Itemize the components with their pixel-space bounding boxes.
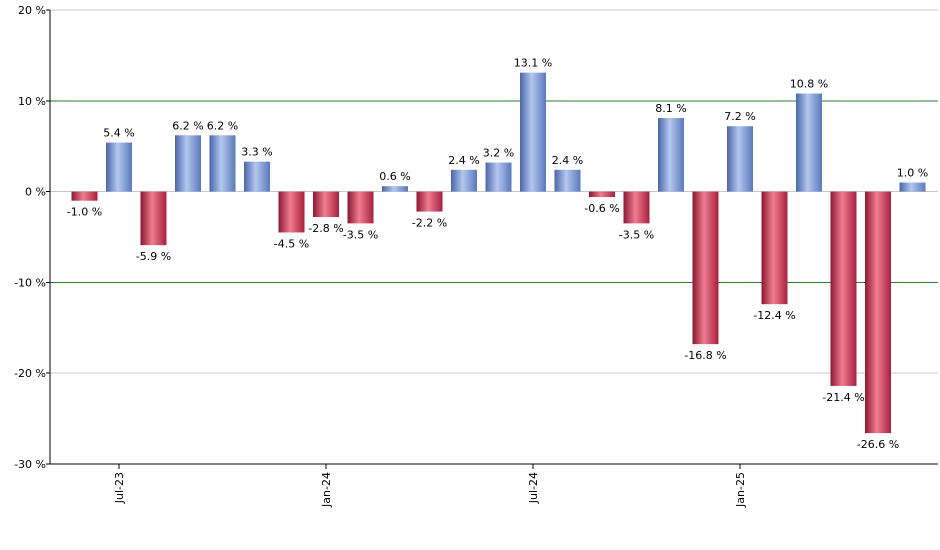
data-label: 10.8 % xyxy=(790,78,828,91)
bar-apr-24 xyxy=(416,191,443,212)
bar-jul-24 xyxy=(520,72,546,192)
data-label: -4.5 % xyxy=(274,237,309,250)
bar-sep-24 xyxy=(589,191,615,198)
data-label: -12.4 % xyxy=(753,309,795,322)
data-label: -2.8 % xyxy=(308,222,343,235)
bar-oct-24 xyxy=(623,191,650,224)
x-tick-label: Jul-23 xyxy=(113,472,126,504)
bar-jun-24 xyxy=(485,162,512,192)
data-label: -2.2 % xyxy=(412,217,447,230)
data-labels: -1.0 % 5.4 % -5.9 % 6.2 % 6.2 % 3.3 % -4.5 % -2… xyxy=(67,57,928,451)
bar-dec-23 xyxy=(278,191,305,233)
data-label: 0.6 % xyxy=(379,170,410,183)
data-label: -3.5 % xyxy=(343,228,378,241)
y-tick-label: 20 % xyxy=(18,4,46,17)
y-tick-label: 10 % xyxy=(18,95,46,108)
data-label: 6.2 % xyxy=(207,119,238,132)
data-label: 5.4 % xyxy=(103,127,134,140)
x-tick-label: Jan-25 xyxy=(734,472,747,508)
data-label: 1.0 % xyxy=(897,167,928,180)
bar-jul-23 xyxy=(106,142,132,192)
data-label: -21.4 % xyxy=(822,391,864,404)
data-label: -0.6 % xyxy=(584,202,619,215)
bar-may-24 xyxy=(451,169,477,192)
data-label: -5.9 % xyxy=(136,250,171,263)
data-label: 3.2 % xyxy=(483,147,514,160)
data-label: 13.1 % xyxy=(514,57,552,70)
bar-mar-24 xyxy=(382,186,408,192)
x-tick-label: Jul-24 xyxy=(527,472,540,504)
bar-aug-24 xyxy=(554,169,581,192)
bar-jun-25 xyxy=(899,182,926,192)
data-label: -1.0 % xyxy=(67,206,102,219)
bar-nov-23 xyxy=(244,161,270,192)
bar-jan-24 xyxy=(313,191,339,218)
data-label: -26.6 % xyxy=(857,438,899,451)
data-label: 3.3 % xyxy=(241,146,272,159)
bar-sep-23 xyxy=(175,135,201,192)
axes: 20 % 10 % 0 % -10 % -20 % -30 % Jul-23 Jan-24 Ju… xyxy=(14,4,938,508)
data-label: 6.2 % xyxy=(172,119,203,132)
y-tick-label: -10 % xyxy=(14,276,46,289)
y-tick-label: -30 % xyxy=(14,458,46,471)
y-tick-label: -20 % xyxy=(14,367,46,380)
data-label: 7.2 % xyxy=(724,110,755,123)
bar-nov-24 xyxy=(658,118,684,192)
data-label: -3.5 % xyxy=(619,228,654,241)
y-tick-label: 0 % xyxy=(25,186,46,199)
bar-feb-24 xyxy=(347,191,374,224)
bar-feb-25 xyxy=(761,191,788,305)
data-label: 8.1 % xyxy=(655,102,686,115)
bars xyxy=(71,72,926,434)
data-label: -16.8 % xyxy=(684,349,726,362)
bar-mar-25 xyxy=(796,93,822,192)
bar-oct-23 xyxy=(209,135,236,192)
data-label: 2.4 % xyxy=(448,154,479,167)
bar-dec-24 xyxy=(692,191,719,345)
bar-may-25 xyxy=(865,191,891,434)
bar-apr-25 xyxy=(830,191,857,386)
data-label: 2.4 % xyxy=(552,154,583,167)
x-tick-label: Jan-24 xyxy=(320,472,333,508)
bar-aug-23 xyxy=(140,191,167,246)
bar-jan-25 xyxy=(727,126,753,192)
bar-jun-23 xyxy=(71,191,98,201)
